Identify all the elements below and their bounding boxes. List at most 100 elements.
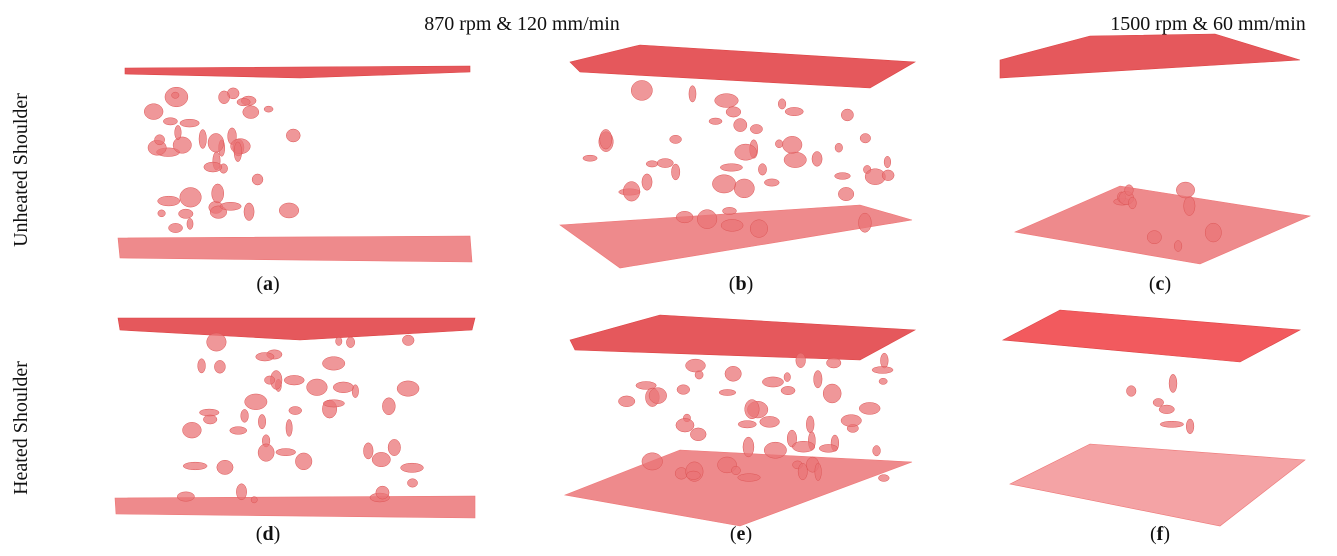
particle [217, 460, 233, 474]
particle [279, 203, 298, 218]
particle [726, 107, 741, 117]
particle [333, 382, 353, 393]
particle [204, 162, 222, 172]
particle [407, 479, 417, 487]
particle [1147, 231, 1161, 244]
particle [214, 360, 225, 373]
particle [720, 164, 742, 171]
panel-label: (f) [1150, 523, 1170, 545]
particle [814, 371, 822, 388]
particle [725, 366, 741, 381]
bottom-plate [560, 205, 912, 268]
particle [237, 98, 250, 106]
particle [712, 175, 735, 193]
particle [782, 136, 802, 153]
particle [649, 388, 667, 404]
particle [251, 497, 257, 503]
particle [738, 421, 756, 428]
particle [806, 416, 814, 433]
particle [264, 376, 274, 384]
particle [646, 161, 658, 167]
particle [382, 398, 395, 415]
particle [775, 140, 783, 148]
particle [762, 377, 783, 387]
particle [402, 335, 414, 345]
particle [750, 124, 762, 133]
particle [764, 179, 779, 186]
particle [882, 170, 894, 181]
particle [307, 379, 328, 396]
particle [721, 219, 743, 231]
particle [671, 164, 679, 180]
particle [743, 437, 754, 457]
particle [199, 130, 206, 149]
particle [1205, 223, 1221, 242]
particle [252, 174, 263, 185]
particle [745, 400, 759, 419]
particle [738, 474, 760, 482]
particle [236, 484, 246, 500]
particle [812, 151, 822, 166]
particle [158, 196, 180, 206]
particle [884, 156, 891, 167]
particle [1176, 182, 1194, 198]
bottom-plate [115, 496, 475, 518]
particle [841, 415, 861, 427]
particle [1186, 419, 1194, 434]
particle [657, 159, 673, 168]
particle [841, 109, 853, 121]
particle [1153, 398, 1163, 406]
particle [859, 402, 880, 414]
top-plate [118, 318, 475, 340]
particle [1128, 197, 1136, 209]
particle [778, 99, 786, 109]
particle [180, 119, 199, 127]
particle [642, 174, 652, 190]
particle [372, 452, 390, 466]
bottom-plate [118, 236, 472, 262]
particle [677, 385, 690, 395]
particle [676, 211, 693, 223]
label-close: ) [1164, 273, 1171, 295]
particle [173, 137, 191, 153]
top-plate [570, 315, 915, 360]
label-letter: d [262, 523, 273, 545]
particle [346, 337, 354, 348]
column-header: 1500 rpm & 60 mm/min [1110, 13, 1306, 35]
particle [709, 118, 722, 124]
page: {"column_headers": ["870 rpm & 120 mm/mi… [0, 0, 1337, 556]
particle [784, 373, 790, 382]
label-letter: e [737, 523, 746, 545]
particle [880, 353, 888, 368]
particle [792, 441, 814, 452]
particle [827, 358, 841, 368]
particle [244, 203, 254, 221]
particle [623, 182, 640, 202]
particle [230, 427, 247, 435]
particle [764, 442, 786, 458]
particle [175, 125, 182, 139]
particle [796, 353, 806, 368]
label-letter: b [735, 273, 746, 295]
particle [734, 119, 747, 132]
particle [690, 428, 706, 441]
panel-label: (b) [729, 273, 753, 295]
particle [1126, 386, 1136, 397]
particle [1159, 405, 1174, 414]
particle [676, 418, 694, 432]
particle [144, 104, 163, 120]
particle [835, 143, 843, 152]
top-plate [1003, 310, 1300, 362]
particle [286, 419, 292, 436]
particle [258, 444, 274, 461]
particle [180, 188, 201, 208]
bottom-plate [1010, 444, 1305, 526]
particle [798, 463, 807, 480]
column-header: 870 rpm & 120 mm/min [424, 13, 620, 35]
label-close: ) [1163, 523, 1170, 545]
particle [758, 164, 766, 175]
particle [686, 359, 706, 372]
particle [286, 129, 300, 142]
particle [697, 210, 717, 229]
particle [819, 444, 837, 452]
